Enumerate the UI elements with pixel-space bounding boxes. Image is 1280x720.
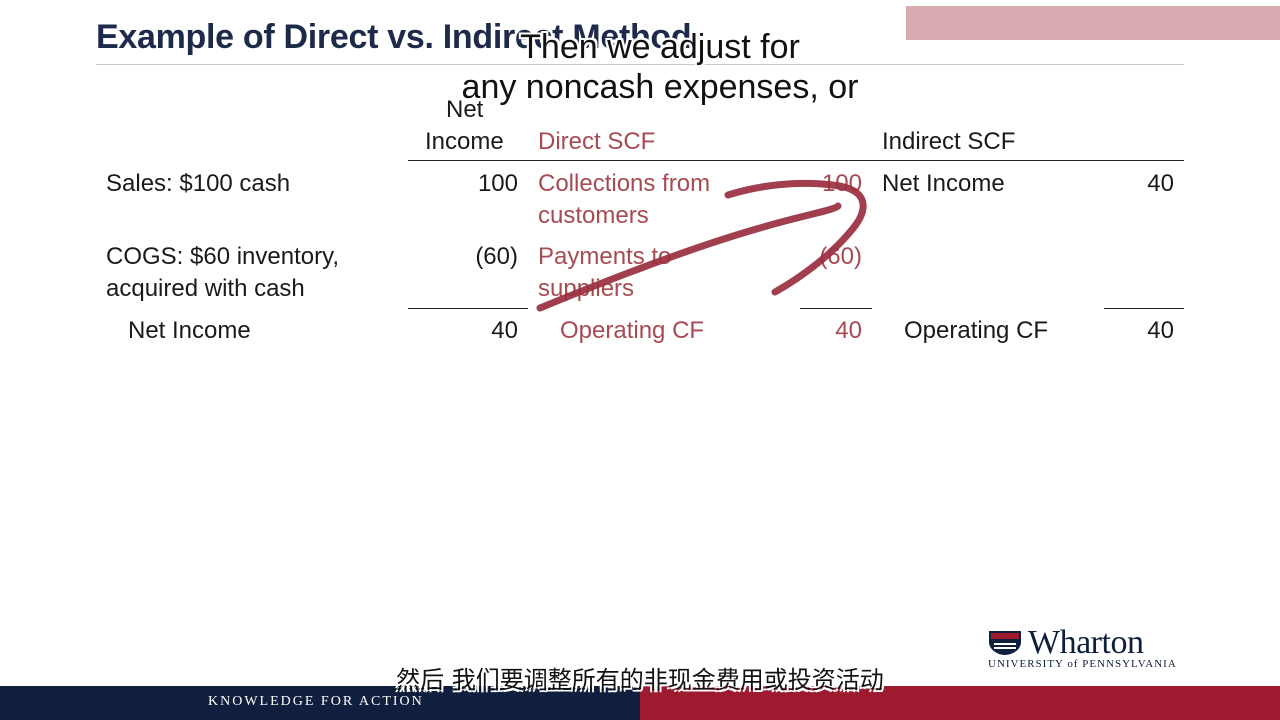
subtotal-rule-income <box>408 308 528 309</box>
total-amount: 40 <box>491 317 518 344</box>
row2-description-line2: acquired with cash <box>106 275 305 302</box>
shield-icon <box>989 631 1021 655</box>
footer-accent <box>640 686 1280 720</box>
watermark-badge <box>906 6 1280 40</box>
caption-line-2: any noncash expenses, or <box>461 68 859 106</box>
total-direct-amount: 40 <box>835 317 862 344</box>
caption-chinese: 然后 我们要调整所有的非现金费用或投资活动 <box>396 666 884 694</box>
subtotal-rule-indirect <box>1104 308 1184 309</box>
total-indirect-label: Operating CF <box>904 317 1049 344</box>
header-rule <box>408 160 1184 161</box>
slide-title: Example of Direct vs. Indirect Method <box>96 18 692 56</box>
header-direct-scf: Direct SCF <box>538 128 656 155</box>
row1-description: Sales: $100 cash <box>106 170 291 197</box>
header-net-income-line1: Net <box>446 96 484 123</box>
title-divider <box>96 64 1184 65</box>
header-net-income-line2: Income <box>425 128 504 155</box>
logo-subtitle: UNIVERSITY of PENNSYLVANIA <box>988 658 1177 670</box>
total-direct-label: Operating CF <box>560 317 705 344</box>
row2-amount: (60) <box>475 243 518 270</box>
row1-direct-label-line1: Collections from <box>538 170 711 197</box>
row1-indirect-amount: 40 <box>1147 170 1174 197</box>
total-label: Net Income <box>128 317 251 344</box>
header-indirect-scf: Indirect SCF <box>882 128 1016 155</box>
footer-tagline: KNOWLEDGE FOR ACTION <box>208 694 424 709</box>
logo-name: Wharton <box>1028 624 1144 661</box>
row1-direct-label-line2: customers <box>538 202 649 229</box>
caption-line-1: Then we adjust for <box>520 28 800 66</box>
row1-indirect-label: Net Income <box>882 170 1005 197</box>
subtotal-rule-direct <box>800 308 872 309</box>
row2-description-line1: COGS: $60 inventory, <box>106 243 339 270</box>
total-indirect-amount: 40 <box>1147 317 1174 344</box>
wharton-logo: Wharton UNIVERSITY of PENNSYLVANIA <box>988 624 1192 672</box>
row1-amount: 100 <box>477 170 518 197</box>
